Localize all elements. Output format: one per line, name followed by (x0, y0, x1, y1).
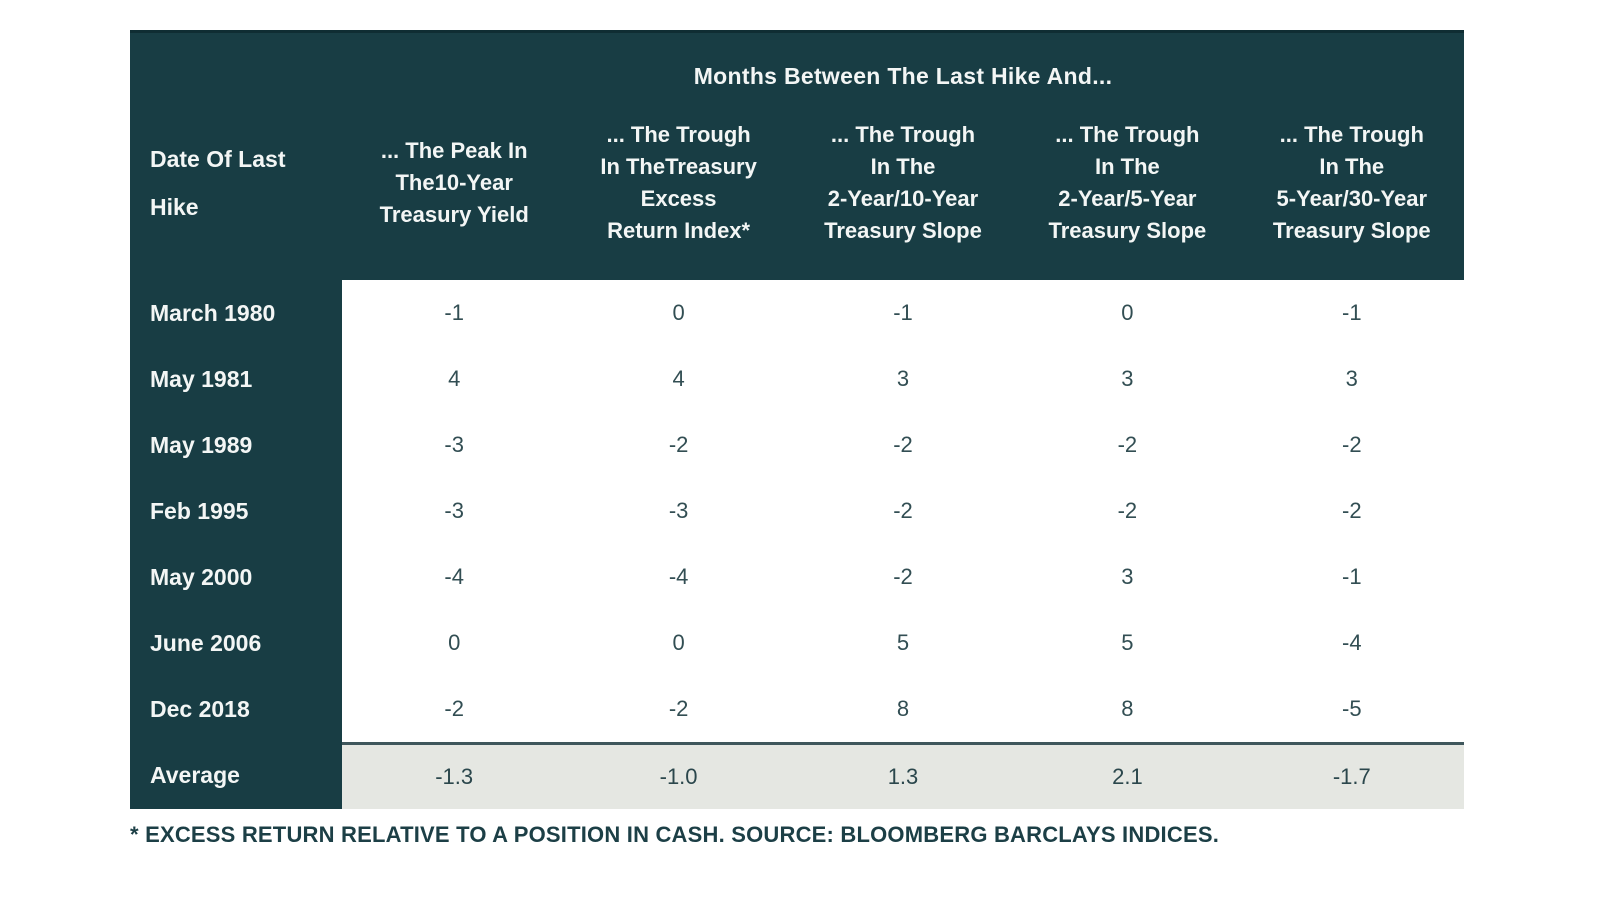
data-cell: -2 (444, 696, 464, 721)
row-label: June 2006 (130, 610, 342, 676)
data-cell: -1 (1342, 564, 1362, 589)
row-label: Dec 2018 (130, 676, 342, 742)
data-cell: -2 (668, 432, 689, 457)
table-row: Dec 2018 -2 -2 8 8 -5 (130, 676, 1464, 742)
average-cell: 2.1 (1015, 742, 1240, 809)
row-label: May 2000 (130, 544, 342, 610)
table-row: May 1981 4 4 3 3 3 (130, 346, 1464, 412)
data-cell: -2 (1342, 498, 1362, 523)
data-cell: -2 (1117, 432, 1138, 457)
table-row: June 2006 0 0 5 5 -4 (130, 610, 1464, 676)
data-cell: -4 (444, 564, 464, 589)
data-cell: 3 (1121, 366, 1134, 391)
table-body: March 1980 -1 0 -1 0 -1 May 1981 4 4 3 3 3 May 1989 -… (130, 280, 1464, 742)
data-cell: -5 (1342, 696, 1362, 721)
data-cell: -2 (1117, 498, 1138, 523)
data-cell: 5 (896, 630, 910, 655)
table-row: May 2000 -4 -4 -2 3 -1 (130, 544, 1464, 610)
table-header: Months Between The Last Hike And... Date… (130, 30, 1464, 280)
data-cell: 4 (448, 366, 461, 391)
data-cell: 0 (1121, 300, 1134, 325)
table-row: Feb 1995 -3 -3 -2 -2 -2 (130, 478, 1464, 544)
data-cell: 0 (448, 630, 461, 655)
average-label: Average (130, 742, 342, 809)
data-cell: 0 (672, 300, 685, 325)
data-cell: 0 (672, 630, 685, 655)
footnote: * EXCESS RETURN RELATIVE TO A POSITION I… (130, 822, 1220, 847)
data-cell: 5 (1121, 630, 1134, 655)
data-cell: -2 (1342, 432, 1362, 457)
row-label: May 1989 (130, 412, 342, 478)
data-cell: -4 (668, 564, 689, 589)
average-cell: -1.7 (1239, 742, 1464, 809)
data-cell: 8 (896, 696, 910, 721)
table-row: March 1980 -1 0 -1 0 -1 (130, 280, 1464, 346)
column-header-1: ... The Peak In The10-Year Treasury Yiel… (379, 138, 529, 227)
average-cell: -1.3 (342, 742, 567, 809)
data-cell: 3 (896, 366, 910, 391)
data-cell: -3 (444, 498, 464, 523)
data-cell: 3 (1345, 366, 1358, 391)
average-cell: -1.0 (566, 742, 791, 809)
group-header-title: Months Between The Last Hike And... (693, 63, 1113, 89)
column-header-4: ... The Trough In The 2-Year/5-Year Trea… (1048, 122, 1207, 243)
column-header-2: ... The Trough In TheTreasury Excess Ret… (600, 122, 757, 243)
row-label: March 1980 (130, 280, 342, 346)
data-cell: -4 (1342, 630, 1362, 655)
average-cell: 1.3 (790, 742, 1016, 809)
data-cell: -2 (668, 696, 689, 721)
table-row: May 1989 -3 -2 -2 -2 -2 (130, 412, 1464, 478)
rate-hike-table: Months Between The Last Hike And... Date… (130, 30, 1464, 809)
average-row: Average -1.3 -1.0 1.3 2.1 -1.7 (130, 742, 1464, 809)
data-cell: -3 (444, 432, 464, 457)
data-cell: -2 (893, 564, 913, 589)
data-cell: -2 (893, 432, 913, 457)
data-cell: -1 (893, 300, 913, 325)
row-label: Feb 1995 (130, 478, 342, 544)
data-cell: -2 (893, 498, 913, 523)
data-cell: 4 (672, 366, 685, 391)
data-cell: -1 (444, 300, 464, 325)
column-header-row: Date Of Last Hike ... The Peak In The10-… (130, 90, 1464, 280)
row-header-label: Date Of Last Hike (150, 146, 286, 220)
column-header-5: ... The Trough In The 5-Year/30-Year Tre… (1272, 122, 1431, 243)
data-cell: -3 (668, 498, 689, 523)
column-header-3: ... The Trough In The 2-Year/10-Year Tre… (824, 122, 982, 243)
data-cell: -1 (1342, 300, 1362, 325)
data-cell: 8 (1121, 696, 1134, 721)
row-label: May 1981 (130, 346, 342, 412)
data-cell: 3 (1121, 564, 1134, 589)
